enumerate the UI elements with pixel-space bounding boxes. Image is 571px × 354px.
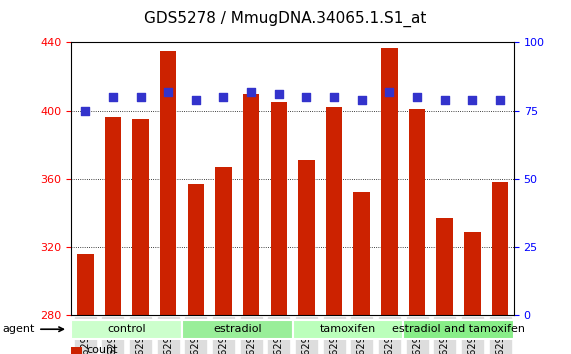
Bar xyxy=(77,254,94,315)
Point xyxy=(81,108,90,114)
Bar xyxy=(326,107,343,315)
Bar xyxy=(71,347,82,354)
Point xyxy=(191,97,200,103)
Text: agent: agent xyxy=(3,324,63,334)
Bar xyxy=(160,51,176,315)
Bar xyxy=(353,193,370,315)
Bar xyxy=(436,218,453,315)
Point xyxy=(468,97,477,103)
Point xyxy=(164,89,173,95)
Bar xyxy=(132,119,149,315)
Point xyxy=(247,89,256,95)
FancyBboxPatch shape xyxy=(71,320,182,339)
Bar xyxy=(409,109,425,315)
Bar xyxy=(298,160,315,315)
FancyBboxPatch shape xyxy=(182,320,292,339)
Bar xyxy=(187,184,204,315)
FancyBboxPatch shape xyxy=(403,320,514,339)
Text: estradiol and tamoxifen: estradiol and tamoxifen xyxy=(392,324,525,334)
Text: count: count xyxy=(87,346,118,354)
Point xyxy=(329,94,339,100)
Point xyxy=(302,94,311,100)
Point xyxy=(496,97,505,103)
Text: control: control xyxy=(107,324,146,334)
Point xyxy=(108,94,118,100)
Point xyxy=(274,91,283,97)
Point xyxy=(219,94,228,100)
Bar xyxy=(243,93,259,315)
Point xyxy=(357,97,367,103)
Point xyxy=(412,94,421,100)
Bar xyxy=(104,118,121,315)
Point xyxy=(385,89,394,95)
FancyBboxPatch shape xyxy=(292,320,403,339)
Bar xyxy=(215,167,232,315)
Point xyxy=(136,94,145,100)
Text: GDS5278 / MmugDNA.34065.1.S1_at: GDS5278 / MmugDNA.34065.1.S1_at xyxy=(144,11,427,27)
Bar xyxy=(464,232,481,315)
Bar xyxy=(271,102,287,315)
Text: estradiol: estradiol xyxy=(213,324,262,334)
Point xyxy=(440,97,449,103)
Text: tamoxifen: tamoxifen xyxy=(320,324,376,334)
Bar xyxy=(492,182,508,315)
Bar xyxy=(381,47,398,315)
